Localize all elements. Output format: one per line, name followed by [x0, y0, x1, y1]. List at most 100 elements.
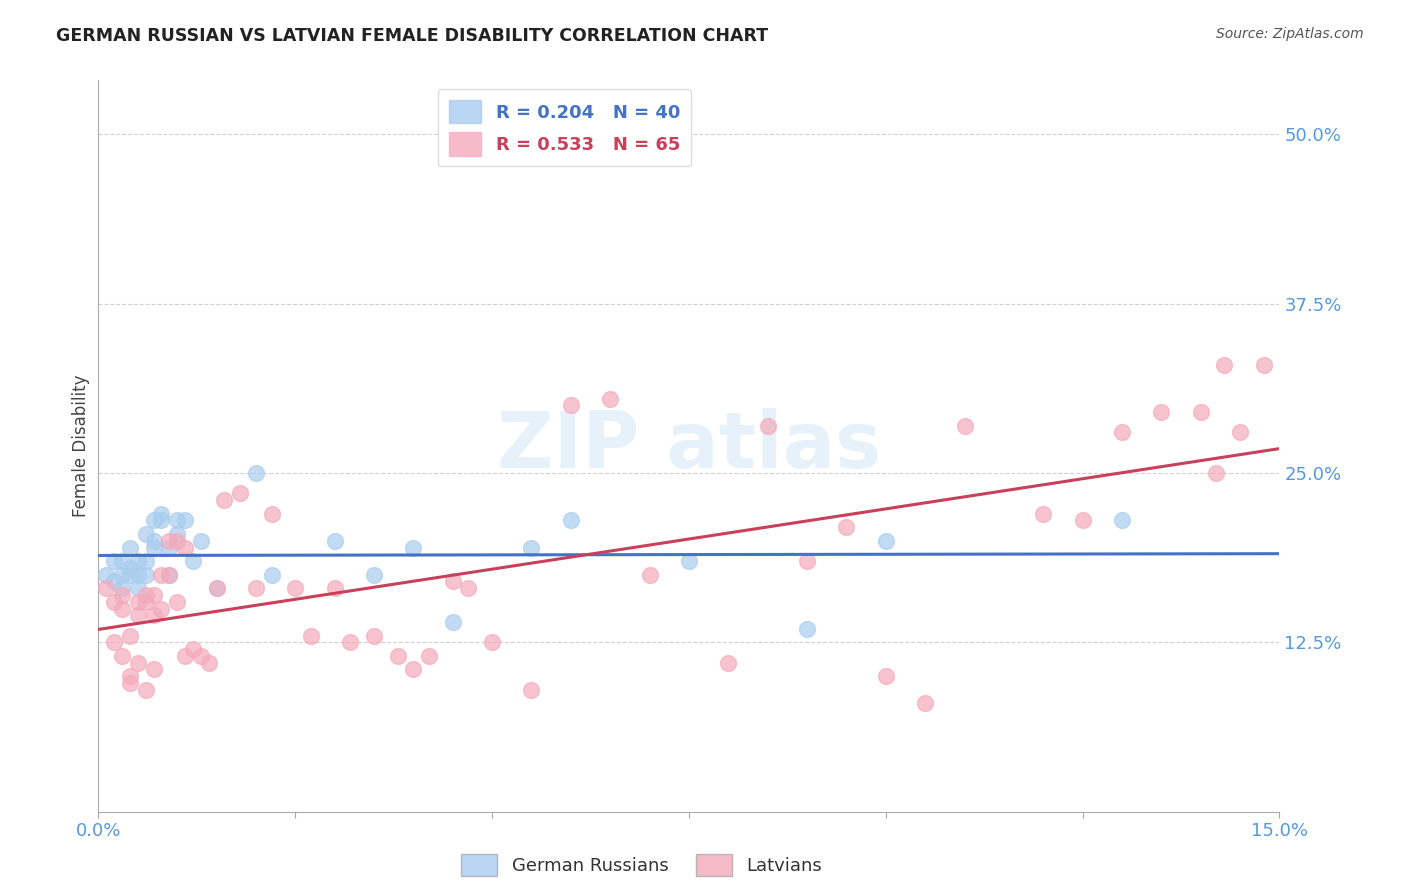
Point [103, 595, 125, 609]
Point [118, 561, 141, 575]
Point [142, 533, 165, 548]
Point [157, 567, 180, 582]
Point [118, 669, 141, 683]
Point [1189, 405, 1212, 419]
Point [111, 588, 134, 602]
Point [190, 533, 212, 548]
Point [166, 533, 188, 548]
Point [560, 514, 582, 528]
Point [245, 466, 267, 480]
Point [111, 648, 134, 663]
Point [418, 648, 440, 663]
Point [299, 629, 322, 643]
Point [127, 595, 149, 609]
Point [560, 398, 582, 412]
Point [111, 581, 134, 595]
Point [214, 493, 236, 508]
Point [323, 533, 346, 548]
Point [363, 629, 385, 643]
Point [127, 656, 149, 670]
Point [205, 581, 228, 595]
Point [481, 635, 503, 649]
Point [875, 669, 897, 683]
Point [520, 682, 543, 697]
Point [245, 581, 267, 595]
Point [638, 567, 661, 582]
Point [111, 567, 134, 582]
Point [1150, 405, 1173, 419]
Point [166, 595, 188, 609]
Point [796, 622, 818, 636]
Point [323, 581, 346, 595]
Point [402, 663, 425, 677]
Point [1253, 358, 1275, 372]
Point [135, 588, 157, 602]
Point [174, 541, 197, 555]
Point [135, 567, 157, 582]
Point [339, 635, 361, 649]
Point [103, 635, 125, 649]
Point [127, 608, 149, 623]
Point [260, 507, 283, 521]
Point [599, 392, 621, 406]
Point [96, 567, 118, 582]
Point [111, 601, 134, 615]
Point [953, 418, 976, 433]
Point [166, 527, 188, 541]
Point [1111, 514, 1133, 528]
Point [1071, 514, 1094, 528]
Point [1205, 466, 1227, 480]
Point [197, 656, 219, 670]
Point [387, 648, 409, 663]
Legend: German Russians, Latvians: German Russians, Latvians [454, 847, 830, 883]
Point [127, 567, 149, 582]
Point [1032, 507, 1054, 521]
Text: Source: ZipAtlas.com: Source: ZipAtlas.com [1216, 27, 1364, 41]
Point [157, 541, 180, 555]
Point [166, 514, 188, 528]
Point [118, 629, 141, 643]
Point [118, 541, 141, 555]
Point [875, 533, 897, 548]
Point [118, 567, 141, 582]
Text: GERMAN RUSSIAN VS LATVIAN FEMALE DISABILITY CORRELATION CHART: GERMAN RUSSIAN VS LATVIAN FEMALE DISABIL… [56, 27, 768, 45]
Text: ZIP atlas: ZIP atlas [496, 408, 882, 484]
Point [402, 541, 425, 555]
Point [756, 418, 779, 433]
Point [142, 514, 165, 528]
Point [520, 541, 543, 555]
Point [363, 567, 385, 582]
Point [96, 581, 118, 595]
Point [142, 541, 165, 555]
Point [135, 527, 157, 541]
Point [103, 574, 125, 589]
Point [118, 676, 141, 690]
Point [796, 554, 818, 568]
Point [157, 533, 180, 548]
Point [441, 574, 464, 589]
Y-axis label: Female Disability: Female Disability [72, 375, 90, 517]
Point [135, 595, 157, 609]
Point [150, 514, 173, 528]
Point [229, 486, 252, 500]
Point [717, 656, 740, 670]
Point [150, 567, 173, 582]
Point [181, 554, 204, 568]
Point [103, 554, 125, 568]
Point [914, 697, 936, 711]
Point [174, 514, 197, 528]
Point [135, 554, 157, 568]
Point [150, 601, 173, 615]
Point [135, 682, 157, 697]
Point [1229, 425, 1251, 440]
Point [457, 581, 479, 595]
Point [150, 507, 173, 521]
Point [174, 648, 197, 663]
Point [284, 581, 307, 595]
Point [127, 581, 149, 595]
Point [260, 567, 283, 582]
Point [142, 588, 165, 602]
Point [205, 581, 228, 595]
Point [835, 520, 858, 534]
Point [1111, 425, 1133, 440]
